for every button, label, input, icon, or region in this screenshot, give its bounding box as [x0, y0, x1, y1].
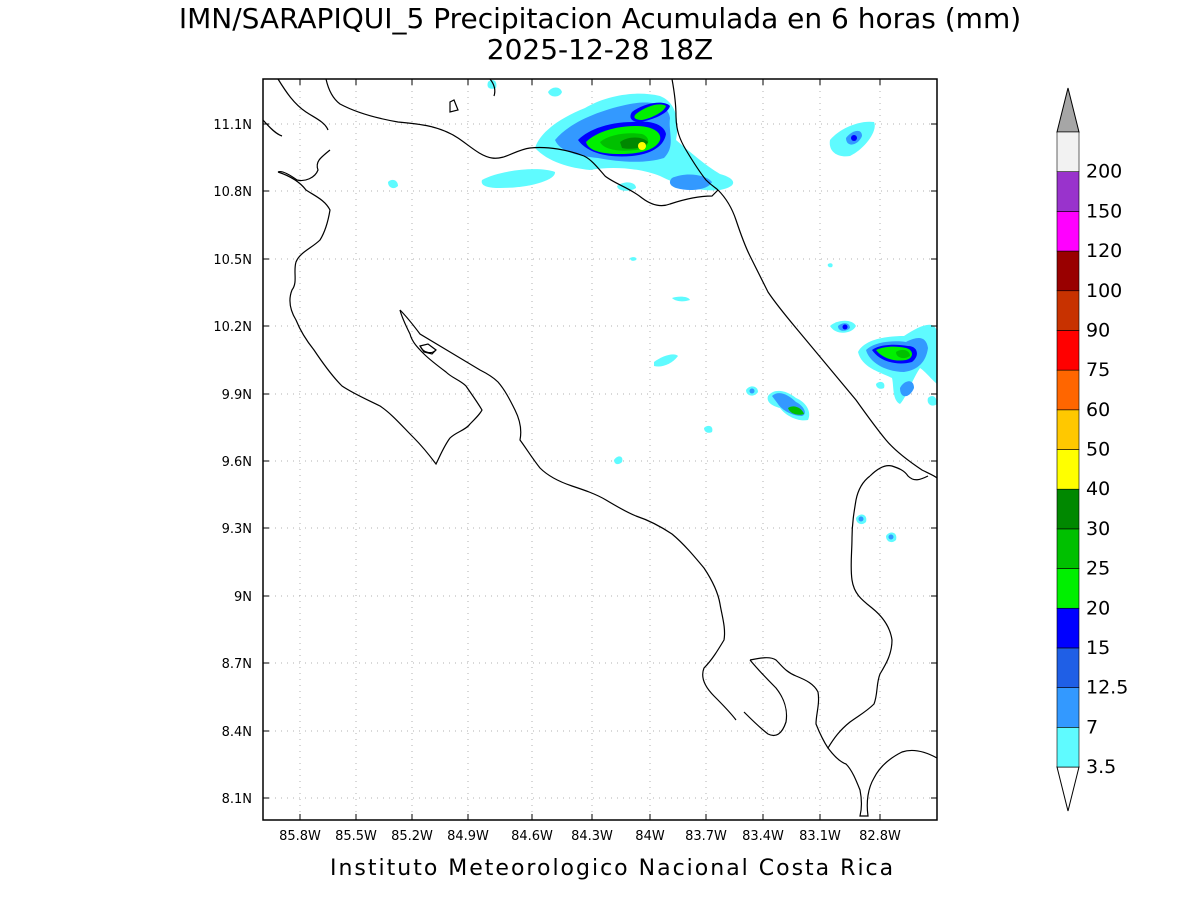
- precip-area: [888, 534, 894, 540]
- lat-tick-label: 10.5N: [213, 253, 252, 268]
- legend-label: 30: [1086, 518, 1110, 540]
- lat-lon-grid: [263, 79, 937, 820]
- legend-label: 200: [1086, 161, 1122, 183]
- map-date: 2025-12-28 18Z: [486, 33, 714, 66]
- legend-label: 12.5: [1086, 677, 1128, 699]
- precip-max: [638, 142, 646, 150]
- lon-tick-label: 85.8W: [279, 829, 321, 844]
- legend-label: 15: [1086, 637, 1110, 659]
- precip-area: [654, 354, 678, 367]
- longitude-labels: 85.8W 85.5W 85.2W 84.9W 84.6W 84.3W 84W 83.7W 83…: [279, 829, 901, 844]
- precip-area: [788, 406, 804, 415]
- legend-swatch: [1056, 171, 1080, 212]
- legend-swatch: [1056, 290, 1080, 331]
- lon-tick-label: 83.1W: [799, 829, 841, 844]
- lat-tick-label: 9N: [234, 590, 252, 605]
- map-frame: [262, 78, 938, 821]
- lon-tick-label: 85.5W: [335, 829, 377, 844]
- precip-area: [900, 381, 914, 397]
- coastline-borders: [262, 78, 938, 817]
- precipitation-field: [388, 80, 937, 543]
- legend-swatch: [1056, 330, 1080, 371]
- legend-label: 25: [1086, 558, 1110, 580]
- lat-tick-label: 8.7N: [222, 657, 252, 672]
- lon-tick-label: 84W: [635, 829, 665, 844]
- lon-tick-label: 85.2W: [391, 829, 433, 844]
- legend-swatch: [1056, 488, 1080, 530]
- legend-swatch: [1056, 687, 1080, 728]
- precip-area: [858, 516, 864, 522]
- lat-tick-label: 8.1N: [222, 792, 252, 807]
- precip-area: [548, 87, 562, 97]
- precip-area: [481, 169, 556, 188]
- precip-area: [896, 349, 910, 359]
- legend-label: 120: [1086, 240, 1122, 262]
- precip-area: [704, 425, 713, 433]
- legend-over-arrow: [1056, 87, 1080, 133]
- lat-tick-label: 10.2N: [213, 320, 252, 335]
- precip-area: [749, 388, 755, 394]
- precip-area: [876, 381, 885, 389]
- legend-label: 20: [1086, 597, 1110, 619]
- lon-tick-label: 82.8W: [859, 829, 901, 844]
- lon-tick-label: 84.3W: [571, 829, 613, 844]
- legend-swatch: [1056, 369, 1080, 411]
- precip-area: [617, 182, 636, 191]
- legend-under-arrow: [1056, 766, 1080, 812]
- lon-tick-label: 83.4W: [742, 829, 784, 844]
- lon-tick-label: 84.9W: [447, 829, 489, 844]
- legend-swatch: [1056, 727, 1080, 768]
- latitude-labels: 11.1N 10.8N 10.5N 10.2N 9.9N 9.6N 9.3N 9N 8.7N 8.…: [213, 118, 252, 807]
- precip-area: [851, 135, 857, 141]
- legend-swatch: [1056, 568, 1080, 609]
- precip-area: [388, 179, 398, 189]
- precip-area: [842, 324, 848, 330]
- map-title: IMN/SARAPIQUI_5 Precipitacion Acumulada …: [178, 2, 1022, 35]
- color-legend: 3.5 7 12.5 15 20 25 30 40 50 60 75 90 100 120 150 200: [1056, 87, 1128, 812]
- precip-area: [614, 456, 623, 465]
- lon-tick-label: 83.7W: [685, 829, 727, 844]
- legend-label: 7: [1086, 716, 1098, 738]
- legend-label: 100: [1086, 280, 1122, 302]
- lat-tick-label: 11.1N: [213, 118, 252, 133]
- legend-swatch: [1056, 528, 1080, 569]
- legend-label: 150: [1086, 200, 1122, 222]
- precip-area: [927, 396, 937, 406]
- precip-area: [634, 104, 666, 120]
- axis-ticks: [263, 79, 937, 820]
- precip-area: [669, 174, 712, 190]
- legend-label: 50: [1086, 439, 1110, 461]
- lat-tick-label: 9.3N: [222, 522, 252, 537]
- legend-swatch: [1056, 211, 1080, 252]
- lat-tick-label: 10.8N: [213, 185, 252, 200]
- lat-tick-label: 9.9N: [222, 388, 252, 403]
- legend-label: 60: [1086, 399, 1110, 421]
- lat-tick-label: 8.4N: [222, 725, 252, 740]
- footer-credit: Instituto Meteorologico Nacional Costa R…: [330, 856, 896, 881]
- precip-area: [672, 296, 690, 302]
- legend-swatch: [1056, 607, 1080, 649]
- precip-area: [630, 257, 637, 261]
- legend-swatch: [1056, 409, 1080, 450]
- legend-label: 3.5: [1086, 756, 1116, 778]
- lat-tick-label: 9.6N: [222, 455, 252, 470]
- legend-label: 90: [1086, 319, 1110, 341]
- legend-swatch: [1056, 250, 1080, 292]
- legend-label: 75: [1086, 359, 1110, 381]
- precip-area: [827, 263, 833, 268]
- legend-swatch: [1056, 131, 1080, 172]
- legend-label: 40: [1086, 478, 1110, 500]
- legend-swatch: [1056, 449, 1080, 490]
- legend-swatch: [1056, 647, 1080, 688]
- lon-tick-label: 84.6W: [511, 829, 553, 844]
